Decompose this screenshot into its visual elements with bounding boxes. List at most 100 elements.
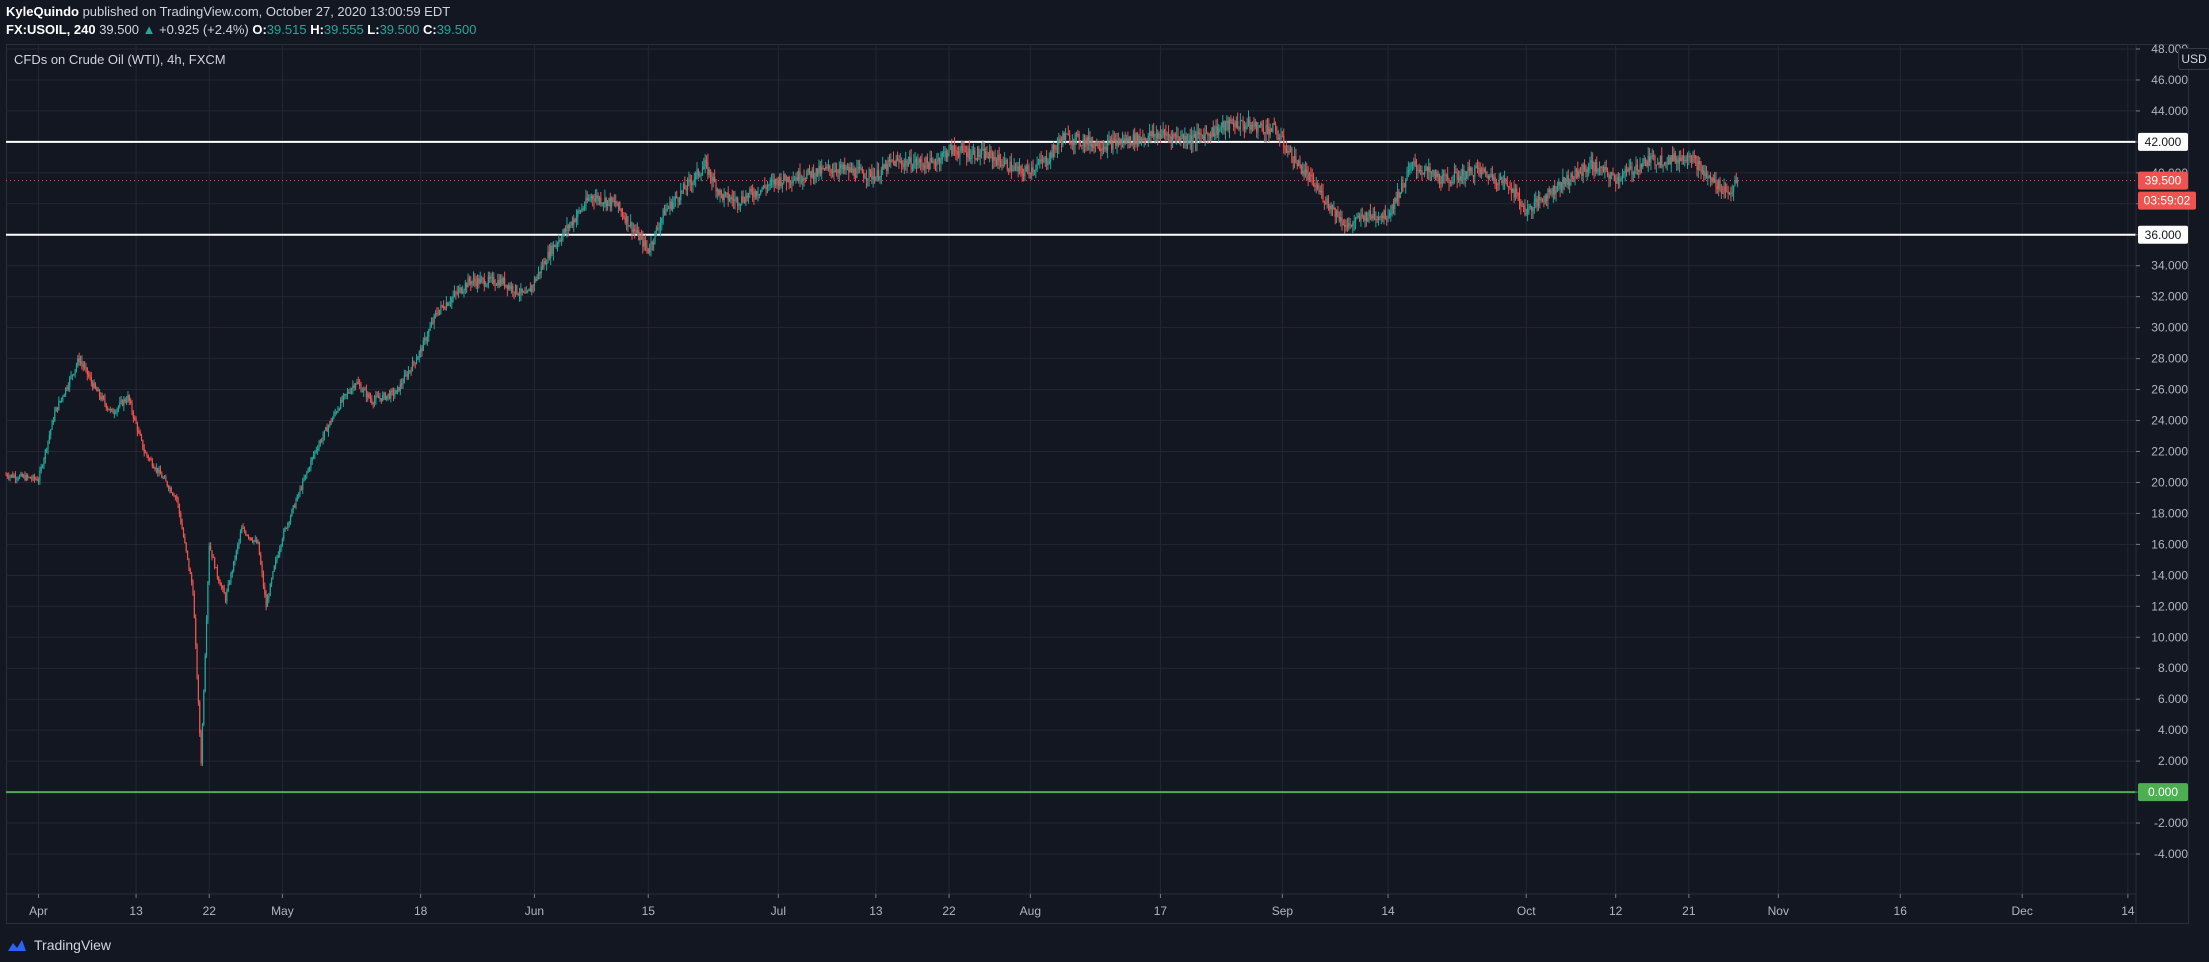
candle-body [810,171,812,178]
candle-body [8,476,10,478]
candle-body [1081,144,1083,146]
candle-body [1363,216,1365,221]
candle-body [1601,167,1603,169]
candle-body [147,455,149,459]
candle-body [260,554,262,565]
candle-body [1501,176,1503,183]
candle-body [680,190,682,200]
candle-body [926,157,928,164]
candle-body [1670,155,1672,165]
high-label: H: [310,22,324,37]
candle-body [237,545,239,551]
candle-body [1394,198,1396,209]
candle-body [226,591,228,601]
close-value: 39.500 [436,22,477,37]
candle-body [544,261,546,265]
candle-body [246,534,248,536]
candle-body [405,374,407,376]
candle-body [104,398,106,404]
candle-body [596,195,598,198]
candle-body [508,285,510,290]
candle-body [1521,205,1523,207]
candle-body [157,467,159,473]
candle-body [401,383,403,385]
candle-body [501,278,503,284]
candle-body [536,276,538,281]
candle-body [1143,137,1145,140]
candle-body [948,146,950,154]
candle-body [826,166,828,168]
candle-body [368,393,370,398]
candle-body [1109,139,1111,141]
candle-body [1307,172,1309,181]
candle-body [505,284,507,287]
candle-body [739,203,741,206]
candle-body [1436,172,1438,178]
candle-body [1069,134,1071,145]
candle-body [173,494,175,497]
y-tick-label: -4.000 [2154,847,2188,861]
candle-body [1609,175,1611,179]
candle-body [570,221,572,226]
candle-body [1518,195,1521,202]
candle-body [1306,169,1308,173]
candle-body [928,163,930,170]
candle-body [89,376,91,378]
candle-body [1113,138,1115,140]
author-name[interactable]: KyleQuindo [6,4,79,19]
candle-body [583,206,586,209]
candle-body [1628,167,1630,172]
candle-body [1564,180,1567,184]
candle-body [1529,205,1531,207]
y-tick-label: 8.000 [2158,661,2188,675]
candle-body [512,285,514,292]
candle-body [528,288,530,291]
currency-button[interactable]: USD [2178,48,2209,70]
candle-body [1573,177,1575,179]
candle-body [1258,125,1260,127]
candle-body [676,195,678,198]
candle-body [1716,187,1718,190]
candle-body [593,198,595,202]
footer-brand[interactable]: TradingView [6,934,111,956]
candle-body [802,178,804,182]
candle-body [1231,122,1233,124]
candle-body [1088,136,1090,145]
candle-body [231,571,233,574]
candle-body [27,475,29,478]
candle-body [203,691,205,725]
candle-body [318,444,320,450]
candle-body [547,251,549,263]
candle-body [1097,141,1099,149]
candle-body [1360,214,1362,221]
candle-body [733,199,735,202]
candle-body [66,387,68,389]
candle-body [452,295,454,298]
candle-body [571,221,573,226]
candle-body [350,388,353,393]
candle-body [31,478,33,480]
candle-body [1575,169,1578,171]
candle-body [788,177,790,183]
candle-body [1100,148,1102,151]
candle-body [1574,169,1576,178]
candle-body [1222,121,1224,128]
candle-body [1036,164,1038,170]
candle-body [344,394,346,396]
candle-body [937,158,939,162]
candle-body [686,180,689,190]
candle-body [24,475,26,481]
candle-body [504,277,506,287]
candle-body [337,409,339,413]
candle-body [357,382,359,384]
candle-body [991,153,994,162]
candle-body [949,144,952,147]
last-price-badge [2138,171,2188,190]
candle-body [62,396,64,398]
candle-body [1383,209,1385,219]
candle-body [974,150,976,159]
candle-body [363,389,365,392]
candle-body [987,156,989,159]
candle-body [718,189,720,195]
